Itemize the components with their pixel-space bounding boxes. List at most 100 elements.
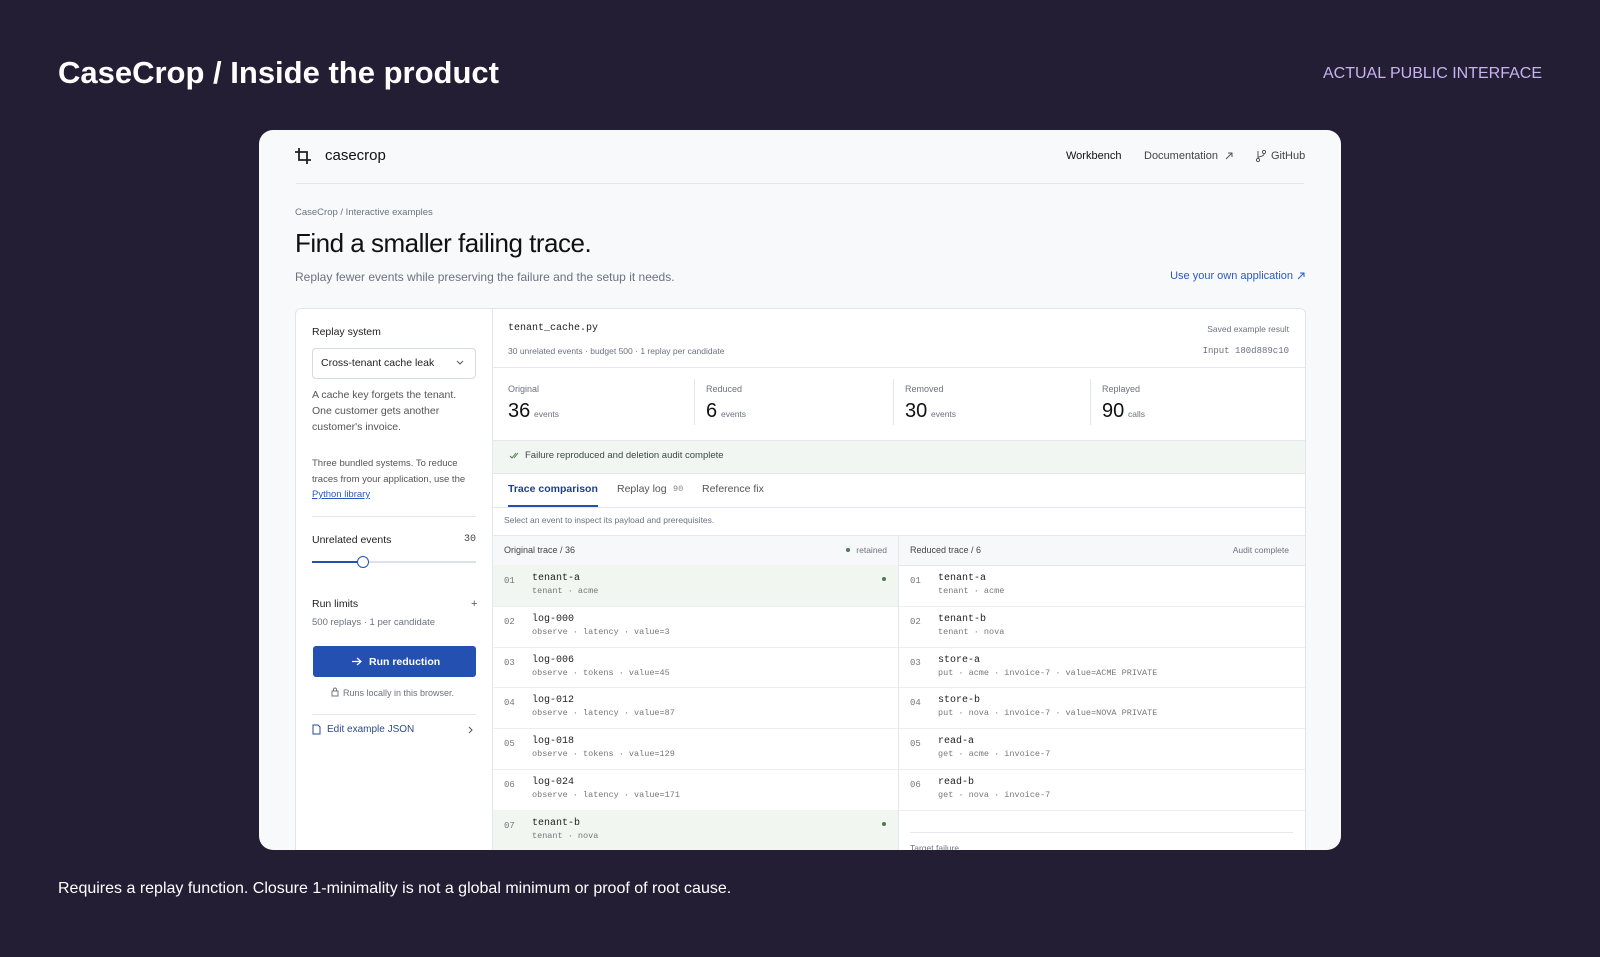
trace-title: Reduced trace / 6 (910, 545, 982, 555)
toggle[interactable]: + (471, 598, 478, 610)
trace-row[interactable] (493, 565, 898, 607)
footnote: Requires a replay function. Closure 1-mi… (58, 880, 732, 897)
external-icon (1297, 272, 1305, 280)
row-detail: get · acme · invoice-7 (938, 749, 1051, 760)
row-name: store-a (938, 654, 981, 666)
tab[interactable]: Trace comparison (508, 483, 598, 495)
tab-underline (508, 505, 598, 507)
brand[interactable]: casecrop (325, 147, 386, 164)
hint: Select an event to inspect its payload a… (504, 515, 715, 525)
row-detail: observe · tokens · value=129 (532, 749, 675, 760)
trace-row[interactable] (899, 769, 1305, 811)
run-button[interactable]: Run reduction (313, 646, 476, 677)
row-index: 05 (504, 739, 515, 750)
divider (893, 379, 894, 425)
lock-icon (331, 687, 339, 697)
row-name: store-b (938, 695, 981, 707)
row-detail: put · nova · invoice-7 · value=NOVA PRIV… (938, 708, 1158, 719)
stat-unit: events (721, 409, 747, 419)
description: A cache key forgets the tenant. One cust… (312, 389, 457, 433)
trace-row[interactable] (899, 606, 1305, 648)
edit-json[interactable]: Edit example JSON (327, 724, 415, 735)
row-name: log-024 (532, 777, 575, 788)
detail: 500 replays · 1 per candidate (312, 617, 436, 628)
check-icon (509, 452, 519, 459)
row-index: 06 (504, 780, 515, 790)
chevron (468, 726, 473, 734)
nav-link[interactable]: Documentation (1144, 150, 1218, 162)
workbench: Replay system Cross-tenant cache leak A … (295, 308, 1306, 850)
divider (312, 516, 476, 517)
nav-link[interactable]: Workbench (1066, 150, 1122, 162)
row-index: 03 (504, 657, 515, 668)
slider-value: 30 (463, 534, 476, 545)
slider-track[interactable] (312, 561, 476, 563)
stat-value: 30 (905, 400, 928, 422)
trace-row[interactable] (493, 647, 898, 689)
trace-row[interactable] (493, 809, 898, 850)
row-name: read-b (938, 777, 975, 788)
row-detail: observe · tokens · value=45 (532, 667, 670, 678)
row-name: log-000 (532, 613, 575, 625)
tab[interactable]: Replay log (617, 483, 667, 495)
trace-row[interactable] (899, 687, 1305, 730)
row-name: read-a (938, 736, 975, 748)
row-index: 02 (504, 616, 515, 627)
slider-thumb[interactable] (357, 556, 369, 568)
stat-value: 90 (1102, 400, 1125, 422)
row-detail: observe · latency · value=171 (532, 790, 680, 800)
link[interactable]: Python library (312, 489, 371, 500)
divider (492, 309, 493, 850)
slide-tag: ACTUAL PUBLIC INTERFACE (1322, 65, 1542, 82)
trace-row[interactable] (899, 565, 1305, 607)
tab-badge: 90 (673, 484, 684, 494)
stat-label: Removed (905, 384, 944, 394)
row-detail: observe · latency · value=3 (532, 626, 670, 637)
arrow-icon (352, 657, 362, 666)
row-detail: put · acme · invoice-7 · value=ACME PRIV… (938, 667, 1158, 678)
label[interactable]: Run limits (312, 598, 359, 610)
row-index: 01 (504, 576, 515, 586)
row-index: 05 (910, 739, 921, 750)
row-name: tenant-a (938, 573, 987, 584)
divider (493, 367, 1305, 368)
nav-link[interactable]: GitHub (1271, 150, 1306, 162)
trace-title: Original trace / 36 (504, 545, 576, 555)
row-detail: tenant · nova (532, 830, 599, 841)
note: Runs locally in this browser. (343, 688, 455, 698)
legend-dot (846, 548, 850, 552)
row-name: tenant-b (938, 613, 987, 625)
legend: retained (856, 545, 887, 555)
trace-row[interactable] (493, 687, 898, 730)
text: Three bundled systems. To reduce traces … (312, 458, 466, 485)
trace-header (493, 535, 1305, 566)
divider (296, 183, 1304, 184)
row-detail: observe · latency · value=87 (532, 708, 675, 719)
stat-value: 6 (706, 400, 718, 422)
stat-label: Original (508, 384, 540, 394)
divider (910, 832, 1293, 833)
stat-unit: calls (1128, 409, 1146, 419)
row-name: tenant-a (532, 573, 581, 584)
trace-row[interactable] (899, 647, 1305, 689)
file-name: tenant_cache.py (508, 323, 599, 334)
chevron (456, 360, 464, 365)
row-detail: tenant · nova (938, 626, 1005, 637)
select[interactable]: Cross-tenant cache leak (312, 348, 476, 379)
row-index: 03 (910, 657, 921, 668)
row-index: 04 (504, 698, 515, 709)
tab[interactable]: Reference fix (702, 483, 764, 495)
trace-row[interactable] (493, 606, 898, 648)
divider (493, 507, 1305, 508)
select-value: Cross-tenant cache leak (321, 357, 435, 369)
row-name: log-018 (532, 736, 575, 748)
breadcrumb[interactable]: CaseCrop / Interactive examples (295, 207, 433, 218)
trace-row[interactable] (493, 728, 898, 770)
row-name: log-006 (532, 654, 575, 666)
divider (312, 714, 476, 715)
link[interactable]: Use your own application (1170, 270, 1293, 282)
trace-row[interactable] (899, 728, 1305, 770)
row-index: 06 (910, 780, 921, 790)
button-label: Run reduction (369, 656, 441, 668)
logo-icon (295, 148, 311, 164)
